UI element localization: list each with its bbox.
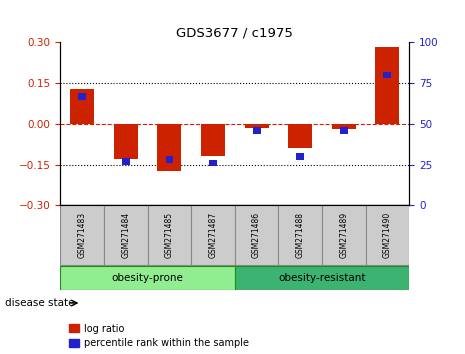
Bar bbox=[365, 205, 409, 265]
Text: GSM271487: GSM271487 bbox=[208, 212, 218, 258]
Bar bbox=[252, 127, 260, 134]
Bar bbox=[70, 88, 94, 124]
Bar bbox=[384, 72, 392, 79]
Bar bbox=[148, 205, 191, 265]
Bar bbox=[288, 124, 312, 148]
Bar bbox=[235, 267, 409, 290]
Bar bbox=[122, 158, 130, 165]
Text: GSM271483: GSM271483 bbox=[78, 212, 87, 258]
Bar bbox=[340, 127, 348, 134]
Bar bbox=[60, 205, 104, 265]
Bar bbox=[201, 124, 225, 156]
Bar bbox=[191, 205, 235, 265]
Text: GSM271486: GSM271486 bbox=[252, 212, 261, 258]
Text: obesity-resistant: obesity-resistant bbox=[278, 273, 366, 284]
Bar bbox=[235, 205, 279, 265]
Text: disease state: disease state bbox=[5, 298, 74, 308]
Legend: log ratio, percentile rank within the sample: log ratio, percentile rank within the sa… bbox=[65, 320, 252, 352]
Bar bbox=[114, 124, 138, 159]
Text: GSM271485: GSM271485 bbox=[165, 212, 174, 258]
Text: GSM271484: GSM271484 bbox=[121, 212, 130, 258]
Bar bbox=[245, 124, 269, 128]
Bar bbox=[209, 160, 217, 166]
Text: obesity-prone: obesity-prone bbox=[112, 273, 184, 284]
Bar bbox=[296, 153, 304, 160]
Text: GSM271489: GSM271489 bbox=[339, 212, 348, 258]
Bar bbox=[158, 124, 181, 171]
Bar bbox=[279, 205, 322, 265]
Bar bbox=[78, 93, 86, 99]
Text: GSM271490: GSM271490 bbox=[383, 212, 392, 258]
Bar bbox=[332, 124, 356, 129]
Title: GDS3677 / c1975: GDS3677 / c1975 bbox=[176, 27, 293, 40]
Bar bbox=[60, 267, 235, 290]
Bar bbox=[322, 205, 365, 265]
Text: GSM271488: GSM271488 bbox=[296, 212, 305, 258]
Bar bbox=[375, 47, 399, 124]
Bar bbox=[104, 205, 147, 265]
Bar bbox=[166, 156, 173, 163]
